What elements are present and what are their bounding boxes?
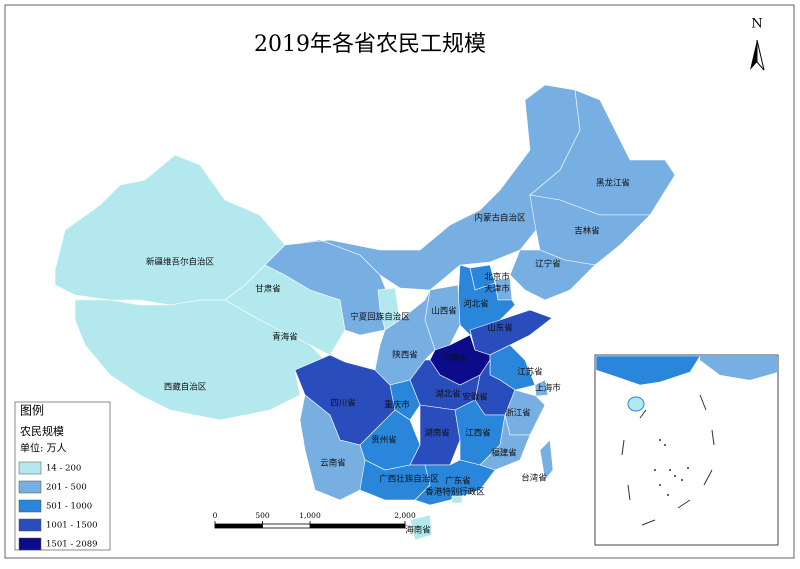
inset [594,354,779,546]
province-label: 山东省 [487,323,513,334]
legend-label: 14 - 200 [46,464,81,474]
legend-swatch [18,499,42,513]
scale-tick-label: 1,000 [299,511,321,520]
legend-swatch [18,537,42,551]
province-label: 贵州省 [371,435,397,446]
province-label: 广西壮族自治区 [379,474,439,485]
legend-label: 201 - 500 [46,483,87,493]
legend-swatch [18,480,42,494]
scale-tick-label: 2,000 [394,511,416,520]
legend-swatch [18,518,42,532]
scale-bar: 0 500 1,000 2,000 [213,511,416,529]
province-label: 安徽省 [462,392,488,403]
province-label: 内蒙古自治区 [474,213,526,224]
province-label: 青海省 [272,332,298,343]
province-label: 香港特别行政区 [425,487,485,498]
province-label: 河南省 [442,353,468,364]
scale-bar-segment [310,524,405,528]
province-label: 山西省 [431,306,457,317]
legend-label: 501 - 1000 [46,502,92,512]
legend-swatch [18,461,42,475]
province-label: 新疆维吾尔自治区 [146,257,215,268]
province-label: 上海市 [535,383,561,394]
province [479,414,531,471]
legend-title: 图例 [20,404,44,418]
province-label: 浙江省 [505,408,531,419]
province-label: 吉林省 [574,226,600,237]
north-arrow: N [750,17,765,71]
legend-label: 1001 - 1500 [46,521,98,531]
north-label: N [751,17,762,32]
province-label: 福建省 [491,448,517,459]
province-label: 四川省 [330,398,356,409]
legend-subtitle: 农民规模 [20,424,64,438]
province [509,249,596,301]
province-label: 天津市 [484,284,510,295]
province [374,289,436,386]
province-label: 甘肃省 [255,284,281,295]
province [389,379,421,421]
scale-tick-label: 0 [213,511,218,520]
province-label: 广东省 [445,476,471,487]
province-label: 江西省 [465,428,491,439]
province-label: 台湾省 [521,473,547,484]
province-label: 海南省 [405,525,431,536]
legend: 图例 农民规模 单位: 万人 14 - 200 201 - 500 501 - 10… [14,401,111,551]
province-label: 湖北省 [435,389,461,400]
province-label: 黑龙江省 [596,178,631,189]
province-label: 辽宁省 [535,259,561,270]
province [414,459,496,506]
legend-label: 1501 - 2089 [46,540,98,550]
province-label: 云南省 [320,458,346,469]
scale-bar-segment [215,524,263,528]
province [539,439,554,481]
province-label: 陕西省 [392,350,418,361]
province [529,194,651,266]
scale-tick-label: 500 [255,511,270,520]
province-label: 江苏省 [517,367,543,378]
province [534,379,549,397]
province-label: 西藏自治区 [164,382,207,393]
province-label: 河北省 [463,299,489,310]
province-label: 湖南省 [424,428,450,439]
province-label: 北京市 [484,272,510,283]
province-label: 重庆市 [384,400,410,411]
province [409,514,433,541]
province-label: 宁夏回族自治区 [350,312,410,323]
legend-unit: 单位: 万人 [20,442,67,455]
map-title: 2019年各省农民工规模 [254,32,486,57]
province [451,495,463,504]
